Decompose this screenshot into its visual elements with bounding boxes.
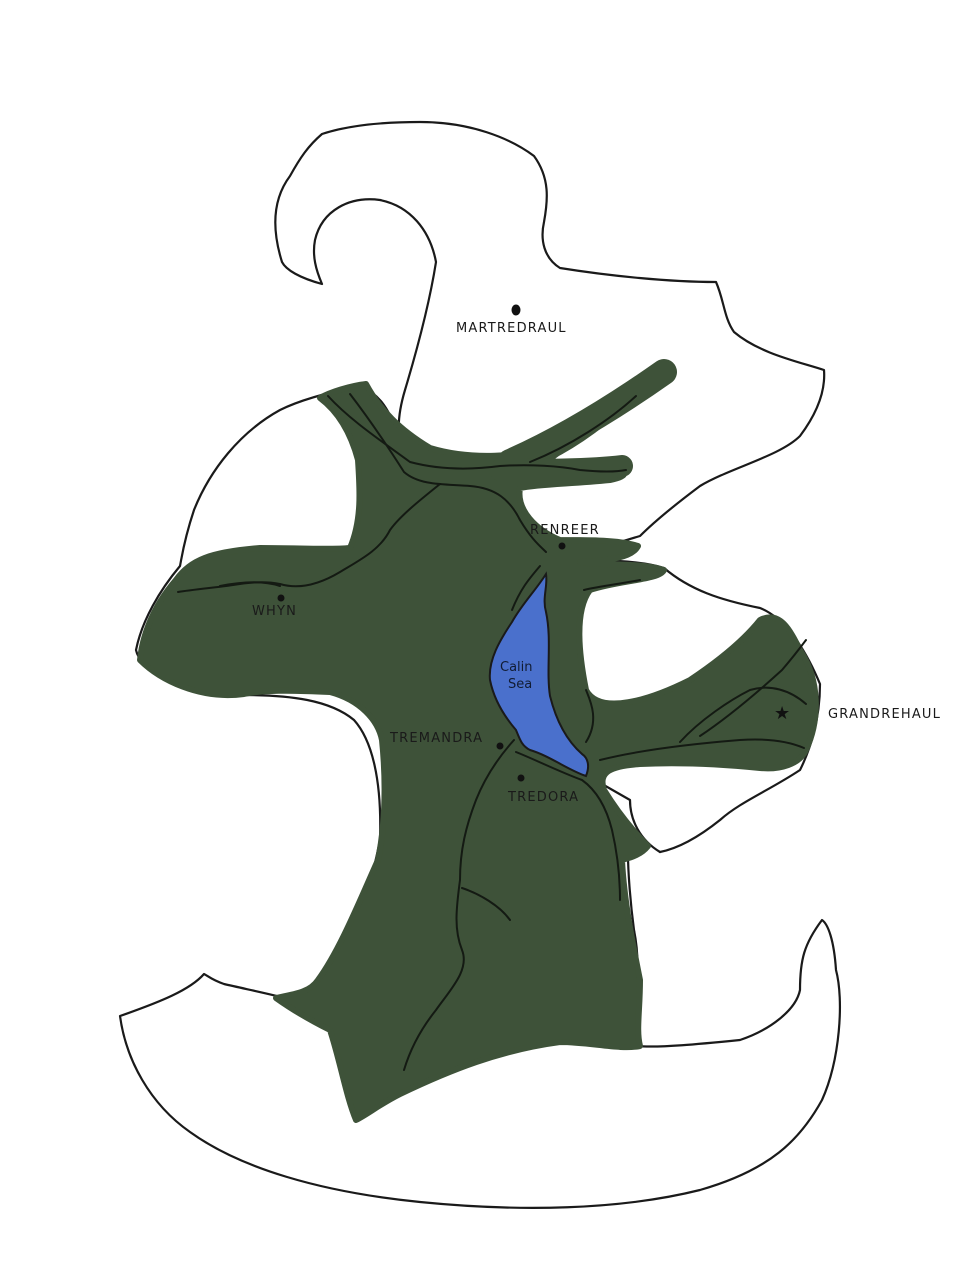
ridge-east-peninsula: [585, 689, 595, 743]
tredora-dot: [517, 774, 525, 782]
landmass-south: [118, 918, 842, 1209]
settlement-whyn[interactable]: WHYN: [252, 594, 297, 620]
settlement-tremandra[interactable]: TREMANDRA: [389, 731, 504, 750]
ridge-north-1: [327, 395, 627, 473]
renreer-label: RENREER: [530, 523, 600, 538]
ridge-west-2: [219, 581, 281, 587]
ridges: [177, 393, 807, 1071]
ridge-east-3: [679, 686, 807, 743]
renreer-dot: [558, 542, 566, 550]
ridge-sea-west: [511, 565, 541, 611]
ridge-tremandra: [403, 739, 515, 1071]
martredraul-dot: [511, 304, 521, 316]
tremandra-label: TREMANDRA: [389, 731, 483, 746]
ridge-west-1: [177, 483, 441, 593]
settlements: MARTREDRAUL RENREER WHYN TREMANDRA TREDO…: [252, 304, 941, 806]
ridge-tredora-arc: [515, 751, 621, 901]
forest-arm-north: [497, 359, 677, 475]
star-icon: ★: [774, 703, 790, 724]
whyn-dot: [277, 594, 285, 602]
ridge-east-2: [699, 639, 807, 737]
forest-arm-mid: [489, 455, 633, 481]
sea-label-line2: Sea: [508, 677, 532, 692]
calin-sea: [488, 571, 590, 778]
grandrehaul-label: GRANDREHAUL: [828, 707, 941, 722]
tredora-label: TREDORA: [507, 790, 579, 805]
ridge-north-2: [349, 393, 547, 553]
settlement-tredora[interactable]: TREDORA: [507, 774, 579, 806]
forest-main: [137, 369, 819, 1123]
martredraul-label: MARTREDRAUL: [456, 321, 567, 336]
calin-sea-label: Calin Sea: [500, 660, 533, 692]
ridge-arm: [529, 395, 637, 463]
whyn-label: WHYN: [252, 604, 297, 619]
ridge-east-4: [583, 579, 641, 591]
sea-label-line1: Calin: [500, 660, 533, 675]
settlement-grandrehaul[interactable]: ★ GRANDREHAUL: [774, 703, 941, 724]
ridge-south-inner: [461, 887, 511, 921]
ridge-east-1: [599, 738, 805, 761]
forest: [137, 359, 819, 1123]
settlement-renreer[interactable]: RENREER: [530, 523, 600, 550]
tremandra-dot: [496, 742, 504, 750]
settlement-martredraul[interactable]: MARTREDRAUL: [456, 304, 567, 337]
